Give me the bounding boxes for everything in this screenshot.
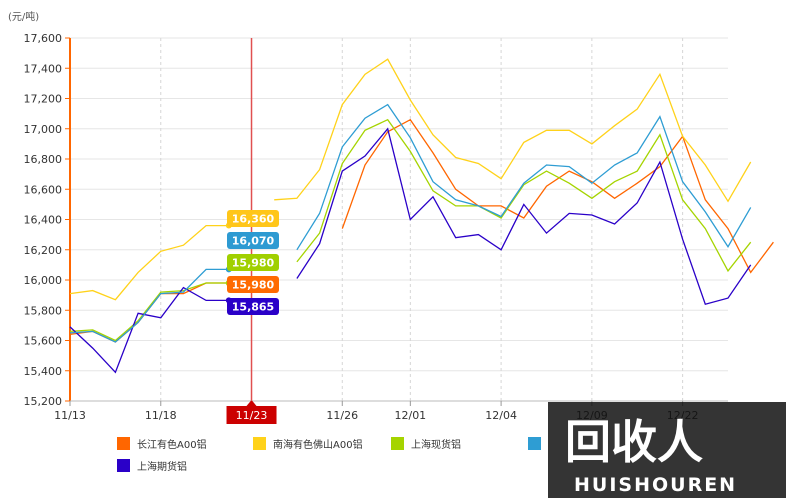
x-tick-label: 11/18 (145, 409, 177, 422)
y-tick-label: 16,000 (24, 274, 63, 287)
x-tick-label: 12/01 (394, 409, 426, 422)
y-tick-label: 17,000 (24, 123, 63, 136)
axis-layer: 15,200 15,400 15,600 15,800 16,000 16,200 16,4… (8, 10, 728, 424)
legend-swatch (528, 437, 541, 450)
series-layer (69, 58, 774, 374)
x-tick-label: 11/26 (326, 409, 358, 422)
watermark-logo: 回收人 HUISHOUREN (548, 402, 786, 498)
x-tick-label: 11/13 (54, 409, 86, 422)
y-tick-label: 15,200 (24, 395, 63, 408)
tooltip-value: 15,865 (232, 301, 274, 314)
y-tick-label: 16,800 (24, 153, 63, 166)
legend-label: 南海有色佛山A00铝 (273, 438, 363, 451)
y-tick-label: 15,600 (24, 335, 63, 348)
x-tick-label: 11/23 (236, 409, 268, 422)
legend-swatch (391, 437, 404, 450)
tooltip-box (227, 254, 279, 271)
legend-swatch (117, 459, 130, 472)
legend-swatch (253, 437, 266, 450)
y-tick-label: 17,600 (24, 32, 63, 45)
y-tick-label: 15,800 (24, 304, 63, 317)
y-tick-label: 17,400 (24, 62, 63, 75)
watermark-cn-text: 回收人 (565, 415, 703, 469)
series-line-2 (69, 58, 752, 301)
series-line-3 (69, 118, 752, 342)
y-unit-label: (元/吨) (8, 10, 39, 23)
y-tick-label: 17,200 (24, 93, 63, 106)
y-tick-label: 16,200 (24, 244, 63, 257)
x-tick-label: 12/04 (485, 409, 517, 422)
y-tick-label: 16,600 (24, 183, 63, 196)
legend-label: 上海期货铝 (137, 460, 187, 473)
tooltip-value: 16,360 (232, 213, 275, 226)
legend-label: 长江有色A00铝 (137, 438, 207, 451)
y-tick-label: 15,400 (24, 365, 63, 378)
x-tick-highlight-box (226, 406, 277, 424)
legend-label: 上海现货铝 (411, 438, 461, 451)
series-line-1 (69, 118, 774, 343)
legend-swatch (117, 437, 130, 450)
tooltip-box (227, 210, 279, 227)
tooltip-value: 15,980 (232, 257, 275, 270)
tooltip-layer: 16,360 16,070 15,980 15,980 15,865 (227, 38, 279, 401)
tooltip-box (227, 232, 279, 249)
tooltip-box (227, 276, 279, 293)
y-tick-label: 16,400 (24, 214, 63, 227)
x-tick-highlight-pointer (246, 400, 257, 406)
series-line-4 (69, 127, 752, 374)
tooltip-value: 15,980 (232, 279, 275, 292)
grid-layer (69, 37, 728, 402)
watermark-background (548, 402, 786, 498)
tooltip-value: 16,070 (232, 235, 275, 248)
tooltip-box (227, 298, 279, 315)
watermark-en-text: HUISHOUREN (574, 474, 737, 496)
series-line-5 (69, 103, 752, 343)
